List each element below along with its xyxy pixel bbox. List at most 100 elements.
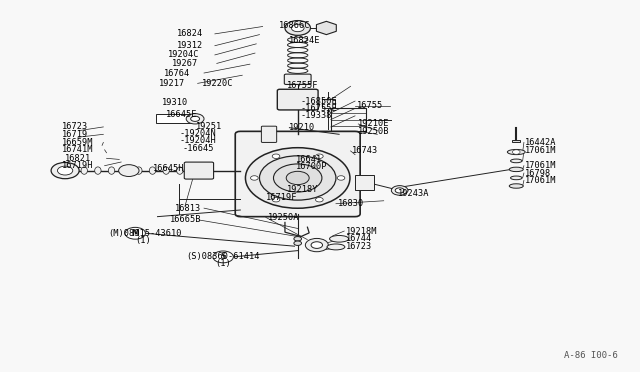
Text: 16866C: 16866C [278,21,310,30]
Circle shape [513,150,520,154]
Text: (S)08360-61414: (S)08360-61414 [186,251,260,261]
Text: 16744: 16744 [346,234,372,243]
Bar [156,114,191,123]
Circle shape [191,116,200,121]
Circle shape [118,165,139,176]
Text: 16719: 16719 [62,130,88,139]
Text: 16743: 16743 [352,147,378,155]
Text: 16798: 16798 [525,169,552,177]
Text: 16645H: 16645H [153,164,184,173]
Text: 16764: 16764 [164,68,190,77]
Text: (M)08915-43610: (M)08915-43610 [108,229,182,238]
FancyBboxPatch shape [277,89,318,110]
Text: 19218Y: 19218Y [287,185,318,194]
Circle shape [272,198,280,202]
Text: -16850E: -16850E [301,97,338,106]
Circle shape [259,156,336,200]
Text: 19251: 19251 [196,122,222,131]
Circle shape [316,198,323,202]
Circle shape [316,154,323,158]
Text: 19204C: 19204C [168,51,200,60]
Text: 16665B: 16665B [170,215,202,224]
Ellipse shape [509,184,524,188]
Ellipse shape [330,235,349,242]
Circle shape [125,227,145,239]
FancyBboxPatch shape [236,131,360,217]
Bar [513,140,520,142]
Text: 19218M: 19218M [346,227,377,235]
Ellipse shape [122,167,129,174]
Ellipse shape [327,244,345,250]
Text: 16755: 16755 [357,101,383,110]
Text: 16824: 16824 [177,29,203,38]
Circle shape [285,20,310,35]
Text: -19204H: -19204H [180,137,216,145]
Ellipse shape [149,167,156,174]
Text: 19267: 19267 [172,59,198,68]
Circle shape [58,166,73,175]
Circle shape [294,237,301,241]
Text: 19310: 19310 [162,98,188,107]
Text: (1): (1) [215,259,230,268]
Text: 17061M: 17061M [525,147,557,155]
Text: A-86 I00-6: A-86 I00-6 [564,351,618,360]
Text: 19210E: 19210E [358,119,390,128]
Text: 16824E: 16824E [289,36,321,45]
Text: 16645E: 16645E [166,109,197,119]
Text: 16659M: 16659M [62,138,93,147]
Text: 17061M: 17061M [525,176,557,185]
Circle shape [246,148,350,208]
Circle shape [291,24,304,32]
Text: 16700P: 16700P [296,162,327,171]
FancyBboxPatch shape [184,162,214,179]
Bar [331,109,366,131]
Text: 16821: 16821 [65,154,92,163]
Text: 16830: 16830 [338,199,364,208]
Text: M: M [131,229,139,238]
Circle shape [392,186,408,195]
Circle shape [213,251,234,263]
Ellipse shape [136,167,142,174]
Ellipse shape [81,167,88,174]
Ellipse shape [108,167,115,174]
Circle shape [273,164,322,192]
Text: -19338: -19338 [301,111,332,121]
Circle shape [337,176,345,180]
Text: -19204N: -19204N [180,129,216,138]
Text: 16723: 16723 [346,243,372,251]
Circle shape [250,176,258,180]
Text: 19217: 19217 [159,79,186,88]
Circle shape [395,188,404,193]
Ellipse shape [511,176,522,180]
Text: 19250B: 19250B [358,127,390,136]
Text: (1): (1) [135,236,151,245]
Ellipse shape [177,167,183,174]
Text: -16755E: -16755E [301,104,338,113]
Circle shape [305,238,328,252]
Circle shape [294,241,301,246]
Ellipse shape [163,167,170,174]
FancyBboxPatch shape [261,126,276,142]
Text: 16741M: 16741M [62,145,93,154]
Text: 16442A: 16442A [525,138,557,147]
Polygon shape [316,21,336,35]
Circle shape [51,163,79,179]
Circle shape [311,242,323,248]
Circle shape [186,113,204,124]
Text: 19220C: 19220C [202,79,234,88]
Circle shape [272,154,280,158]
Text: S: S [220,252,226,262]
Text: 16723: 16723 [62,122,88,131]
Text: 19312: 19312 [177,41,203,50]
Ellipse shape [95,167,101,174]
Text: 16755F: 16755F [287,81,318,90]
Text: 16813: 16813 [175,203,201,213]
Circle shape [286,171,309,185]
Ellipse shape [511,159,522,163]
FancyBboxPatch shape [284,74,311,84]
Ellipse shape [509,167,524,171]
Text: -16645: -16645 [183,144,214,153]
Text: 16719F: 16719F [266,193,298,202]
Text: 17061M: 17061M [525,161,557,170]
Text: 19243A: 19243A [397,189,429,198]
